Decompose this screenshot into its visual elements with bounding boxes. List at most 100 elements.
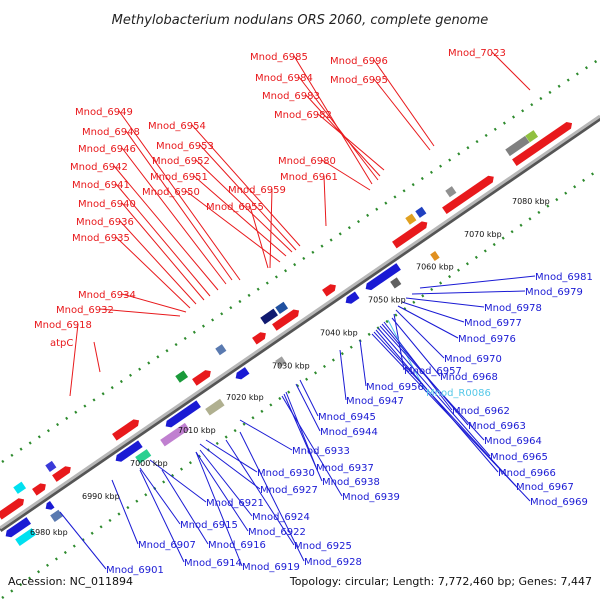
bottom-gene-label: Mnod_6956 bbox=[366, 382, 424, 393]
kbp-tick-label: 7030 kbp bbox=[272, 362, 310, 371]
forward-gene-block bbox=[322, 284, 336, 297]
bottom-leader-line bbox=[239, 431, 305, 562]
top-leader-line bbox=[269, 188, 273, 269]
top-leader-line bbox=[373, 59, 435, 147]
top-gene-label: Mnod_6942 bbox=[70, 162, 128, 173]
bottom-leader-line bbox=[371, 333, 531, 502]
top-leader-line bbox=[323, 175, 327, 227]
kbp-tick-label: 7050 kbp bbox=[368, 296, 406, 305]
top-gene-label: Mnod_6961 bbox=[280, 172, 338, 183]
top-gene-label: Mnod_6954 bbox=[148, 121, 206, 132]
bottom-gene-label: Mnod_6937 bbox=[316, 463, 374, 474]
bottom-leader-line bbox=[373, 331, 517, 487]
top-gene-label: Mnod_6951 bbox=[150, 172, 208, 183]
bottom-leader-line bbox=[139, 469, 185, 563]
bottom-leader-line bbox=[285, 391, 317, 468]
kbp-tick-label: 7080 kbp bbox=[512, 197, 550, 206]
bottom-gene-label: Mnod_6916 bbox=[208, 540, 266, 551]
forward-gene-block bbox=[52, 466, 71, 482]
top-gene-label: Mnod_6934 bbox=[78, 290, 136, 301]
forward-gene-block bbox=[0, 498, 25, 520]
top-gene-label: Mnod_6940 bbox=[78, 199, 136, 210]
top-leader-line bbox=[113, 165, 219, 291]
misc-gene-block-reverse bbox=[430, 251, 440, 262]
bottom-leader-line bbox=[359, 339, 367, 387]
top-leader-line bbox=[321, 159, 371, 191]
bottom-leader-line bbox=[339, 349, 347, 401]
bottom-gene-label: Mnod_6978 bbox=[484, 303, 542, 314]
top-leader-line bbox=[118, 110, 241, 281]
bottom-gene-label: Mnod_6981 bbox=[535, 272, 593, 283]
top-gene-label: Mnod_6950 bbox=[142, 187, 200, 198]
bottom-gene-label: Mnod_6976 bbox=[458, 334, 516, 345]
top-leader-line bbox=[119, 220, 197, 305]
gene-labels: 6980 kbp 6990 kbp 7000 kbp 7010 kbp 7020 kbp… bbox=[30, 48, 593, 576]
bottom-leader-line bbox=[281, 395, 343, 497]
top-gene-label: Mnod_6953 bbox=[156, 141, 214, 152]
top-leader-line bbox=[121, 293, 187, 313]
bottom-gene-label: Mnod_6966 bbox=[498, 468, 556, 479]
feature-track bbox=[0, 122, 573, 547]
bottom-leader-line bbox=[199, 443, 261, 490]
top-leader-line bbox=[69, 323, 79, 397]
forward-gene-block bbox=[252, 332, 266, 345]
bottom-gene-label: Mnod_6957 bbox=[404, 366, 462, 377]
misc-gene-block bbox=[215, 344, 227, 356]
bottom-leader-line bbox=[295, 383, 321, 432]
misc-gene-block bbox=[260, 308, 279, 325]
reverse-gene-block bbox=[165, 400, 201, 428]
genome-backbone bbox=[0, 114, 600, 530]
bottom-leader-line bbox=[379, 325, 485, 441]
misc-gene-block bbox=[525, 130, 539, 143]
bottom-gene-label: Mnod_6968 bbox=[440, 372, 498, 383]
bottom-gene-label: Mnod_6965 bbox=[490, 452, 548, 463]
kbp-tick-label: 7010 kbp bbox=[178, 426, 216, 435]
bottom-leader-line bbox=[299, 379, 319, 417]
bottom-gene-label: Mnod_6921 bbox=[206, 498, 264, 509]
top-gene-label: Mnod_6949 bbox=[75, 107, 133, 118]
top-leader-line bbox=[115, 236, 191, 309]
bottom-leader-line bbox=[199, 449, 253, 517]
bottom-gene-label: Mnod_6979 bbox=[525, 287, 583, 298]
bottom-gene-label: Mnod_6970 bbox=[444, 354, 502, 365]
misc-gene-block bbox=[13, 481, 27, 494]
top-gene-label: Mnod_6918 bbox=[34, 320, 92, 331]
misc-gene-block bbox=[415, 206, 427, 218]
misc-gene-block-reverse bbox=[390, 277, 402, 289]
top-gene-label: Mnod_6932 bbox=[56, 305, 114, 316]
bottom-gene-label: Mnod_R0086 bbox=[426, 388, 491, 399]
top-gene-label: Mnod_6980 bbox=[278, 156, 336, 167]
top-gene-label: Mnod_6982 bbox=[274, 110, 332, 121]
bottom-gene-label: Mnod_6962 bbox=[452, 406, 510, 417]
top-leader-line bbox=[115, 183, 211, 297]
bottom-leader-line bbox=[239, 419, 293, 451]
forward-gene-block bbox=[442, 175, 494, 215]
kbp-tick-label: 7020 kbp bbox=[226, 393, 264, 402]
misc-gene-block-reverse bbox=[205, 398, 225, 416]
misc-gene-block-reverse bbox=[50, 509, 63, 522]
misc-gene-block-reverse bbox=[15, 528, 37, 547]
top-leader-line bbox=[93, 341, 101, 373]
bottom-gene-label: Mnod_6907 bbox=[138, 540, 196, 551]
bottom-gene-label: Mnod_6964 bbox=[484, 436, 542, 447]
reverse-gene-block bbox=[235, 367, 250, 380]
bottom-leader-line bbox=[195, 451, 249, 532]
top-gene-label: Mnod_6936 bbox=[76, 217, 134, 228]
kbp-tick-label: 7060 kbp bbox=[416, 263, 454, 272]
top-gene-label: Mnod_6984 bbox=[255, 73, 313, 84]
bottom-gene-label: Mnod_6939 bbox=[342, 492, 400, 503]
top-gene-label: Mnod_6955 bbox=[206, 202, 264, 213]
top-leader-line bbox=[121, 147, 227, 285]
bottom-leader-line bbox=[283, 393, 323, 482]
misc-gene-block-reverse bbox=[275, 356, 287, 368]
kbp-tick-label: 6990 kbp bbox=[82, 492, 120, 501]
top-gene-label: Mnod_6935 bbox=[72, 233, 130, 244]
bottom-gene-label: Mnod_6977 bbox=[464, 318, 522, 329]
forward-gene-block bbox=[272, 309, 300, 331]
kbp-tick-label: 7000 kbp bbox=[130, 459, 168, 468]
bottom-gene-label: Mnod_6922 bbox=[248, 527, 306, 538]
bottom-gene-label: Mnod_6945 bbox=[318, 412, 376, 423]
top-gene-label: Mnod_6946 bbox=[78, 144, 136, 155]
